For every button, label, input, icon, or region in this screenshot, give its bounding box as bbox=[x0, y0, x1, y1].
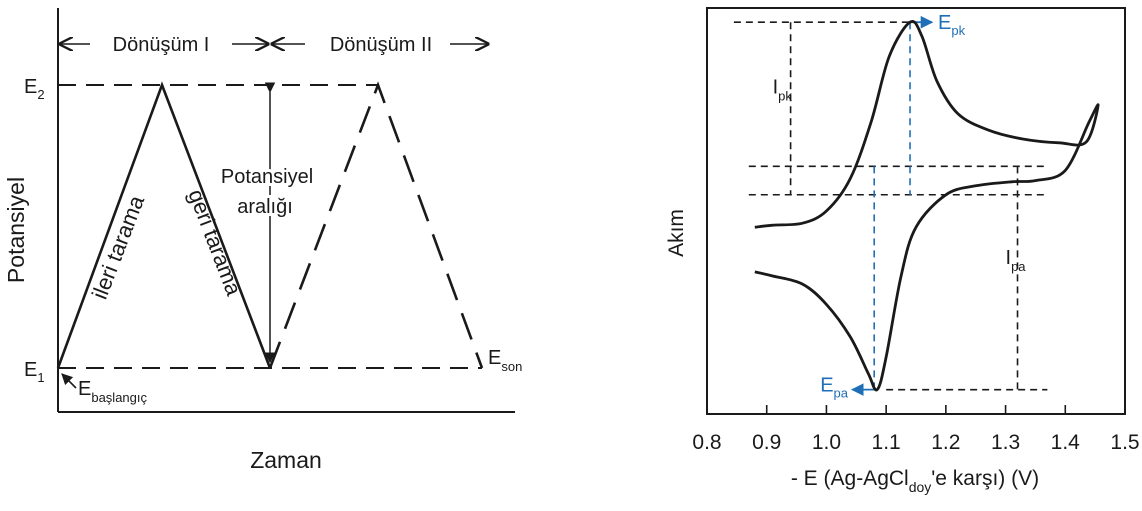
x-tick-label: 1.5 bbox=[1110, 431, 1139, 454]
waveform-x-axis-label: Zaman bbox=[250, 447, 322, 473]
e-end-label: Eson bbox=[488, 347, 522, 374]
x-tick-label: 1.4 bbox=[1051, 431, 1081, 454]
waveform-chart: Dönüşüm I Dönüşüm II E2 E1 Ebaşlangıç Es… bbox=[3, 8, 522, 473]
epk-label: Epk bbox=[938, 12, 966, 38]
cycle-1-label: Dönüşüm I bbox=[113, 34, 210, 56]
x-tick-label: 1.1 bbox=[872, 431, 901, 454]
cycle-1-line bbox=[56, 81, 272, 369]
x-tick-label: 1.3 bbox=[991, 431, 1020, 454]
voltammogram-chart: 0.8 0.9 1.0 1.1 1.2 1.3 1.4 1.5 Epk Epa Ipk Ipa… bbox=[665, 7, 1140, 495]
x-tick-label: 0.8 bbox=[692, 431, 721, 454]
voltammogram-y-axis-label: Akım bbox=[665, 209, 688, 257]
potential-window-label-line2: aralığı bbox=[237, 196, 293, 218]
x-tick-label: 0.9 bbox=[752, 431, 781, 454]
cycle-2-line bbox=[268, 81, 484, 369]
tick-label-e2: E2 bbox=[24, 76, 45, 102]
x-tick-label: 1.0 bbox=[812, 431, 841, 454]
voltammogram-plot-frame bbox=[706, 7, 1126, 415]
voltammogram-x-axis-label: - E (Ag-AgCldoy'e karşı) (V) bbox=[791, 467, 1039, 495]
cyclic-voltammogram-curve bbox=[754, 20, 1100, 392]
ipk-label: Ipk bbox=[773, 76, 793, 103]
epa-label: Epa bbox=[820, 375, 849, 401]
tick-label-e1: E1 bbox=[24, 359, 45, 385]
voltammogram-x-ticks: 0.8 0.9 1.0 1.1 1.2 1.3 1.4 1.5 bbox=[692, 405, 1140, 454]
x-tick-label: 1.2 bbox=[931, 431, 960, 454]
cycle-2-label: Dönüşüm II bbox=[330, 34, 432, 56]
e-start-arrow bbox=[61, 373, 77, 389]
waveform-y-axis-label: Potansiyel bbox=[3, 177, 29, 283]
e-start-label: Ebaşlangıç bbox=[78, 378, 147, 405]
potential-window-label-line1: Potansiyel bbox=[221, 166, 313, 188]
ipa-label: Ipa bbox=[1006, 247, 1027, 274]
